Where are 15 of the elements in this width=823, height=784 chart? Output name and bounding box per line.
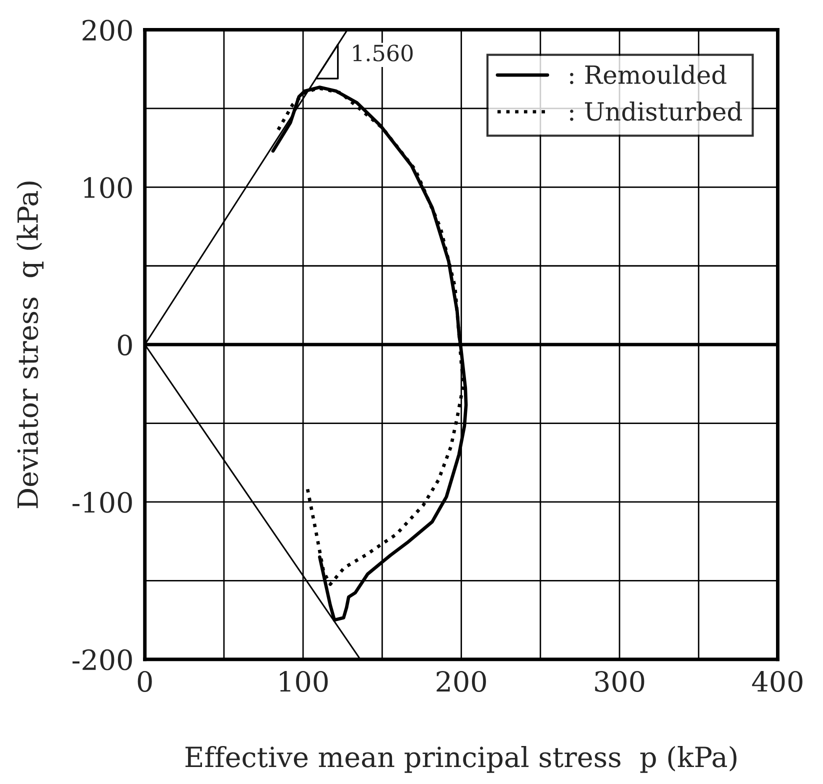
legend-label: : Undisturbed bbox=[570, 101, 742, 121]
annotation: 1.560 bbox=[353, 44, 413, 62]
x-axis-title: Effective mean principal stress p (kPa) bbox=[185, 746, 736, 773]
y-axis-title: Deviator stress q (kPa) bbox=[16, 182, 44, 508]
x-tick-label: 200 bbox=[436, 670, 486, 692]
y-tick-label: 0 bbox=[118, 334, 132, 356]
y-tick-label: 200 bbox=[82, 20, 132, 41]
y-tick-label: -200 bbox=[72, 649, 132, 670]
y-tick-label: 100 bbox=[84, 177, 132, 198]
y-tick-label: -100 bbox=[72, 492, 132, 513]
x-tick-label: 400 bbox=[752, 670, 802, 692]
x-tick-label: 0 bbox=[138, 670, 152, 692]
x-tick-label: 300 bbox=[595, 670, 644, 692]
legend-label: : Remoulded bbox=[570, 64, 726, 84]
x-tick-label: 100 bbox=[280, 670, 328, 692]
